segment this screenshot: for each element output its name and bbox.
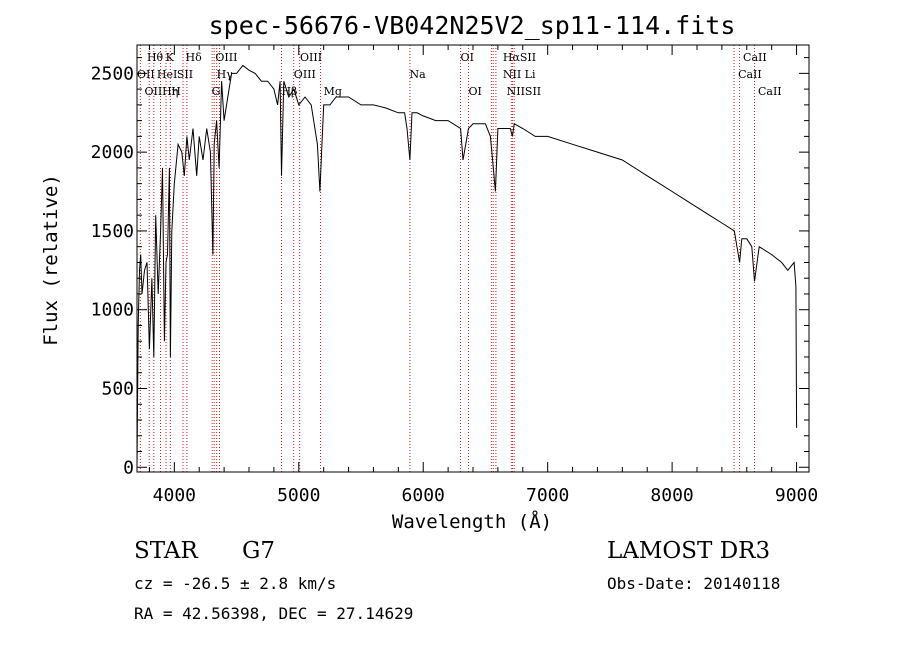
spectral-line-label: Hγ (217, 68, 234, 81)
x-axis-label: Wavelength (Å) (392, 510, 552, 533)
spectral-line-label: SII (177, 68, 193, 81)
spectral-line-label: OII (137, 68, 155, 81)
plot-frame (136, 44, 810, 473)
survey-name: LAMOST DR3 (607, 538, 771, 564)
y-tick-label: 500 (101, 378, 134, 399)
spectral-line-label: K (166, 51, 175, 64)
spectral-line-label: NII Li (503, 68, 536, 81)
y-tick-label: 1000 (91, 300, 134, 321)
spectral-line-label: NIISII (507, 85, 542, 98)
x-tick-label: 9000 (775, 485, 818, 506)
spectral-line-label: Hδ (186, 51, 203, 64)
spectral-line-label: H (171, 85, 181, 98)
x-tick-label: 4000 (153, 485, 196, 506)
spectral-line-label: OI (469, 85, 482, 98)
spectral-line-label: Hβ (281, 85, 297, 98)
x-tick-label: 5000 (277, 485, 320, 506)
spectral-line-label: CaII (738, 68, 762, 81)
spectral-line-label: Hθ (147, 51, 164, 64)
observation-date: Obs-Date: 20140118 (607, 574, 781, 593)
spectral-line-label: OIIHη (144, 85, 178, 98)
spectral-line-label: CaII (743, 51, 767, 64)
y-tick-label: 1500 (91, 221, 134, 242)
spectral-line-label: Mg (324, 85, 342, 98)
spectral-line-label: OIII (300, 51, 322, 64)
spectral-line-label: OIII (294, 68, 316, 81)
y-tick-label: 2500 (91, 63, 134, 84)
x-tick-label: 6000 (402, 485, 445, 506)
spectral-line-label: CaII (758, 85, 782, 98)
redshift-cz: cz = -26.5 ± 2.8 km/s (134, 574, 337, 593)
spectral-line-label: OI (461, 51, 474, 64)
object-subclass: G7 (242, 538, 276, 564)
y-axis-label: Flux (relative) (40, 174, 62, 346)
y-tick-label: 2000 (91, 142, 134, 163)
chart-title: spec-56676-VB042N25V2_sp11-114.fits (209, 11, 736, 40)
spectral-line-label: Na (410, 68, 427, 81)
spectral-line-label: HαSII (503, 51, 536, 64)
spectral-line-label: HeI (157, 68, 177, 81)
x-tick-label: 8000 (650, 485, 693, 506)
coordinates: RA = 42.56398, DEC = 27.14629 (134, 604, 414, 623)
spectrum-series-line (136, 64, 798, 468)
spectral-line-label: OIII (215, 51, 237, 64)
y-tick-label: 0 (123, 457, 134, 478)
object-class: STAR (134, 538, 198, 564)
x-tick-label: 7000 (526, 485, 569, 506)
spectral-line-label: G (212, 85, 221, 98)
